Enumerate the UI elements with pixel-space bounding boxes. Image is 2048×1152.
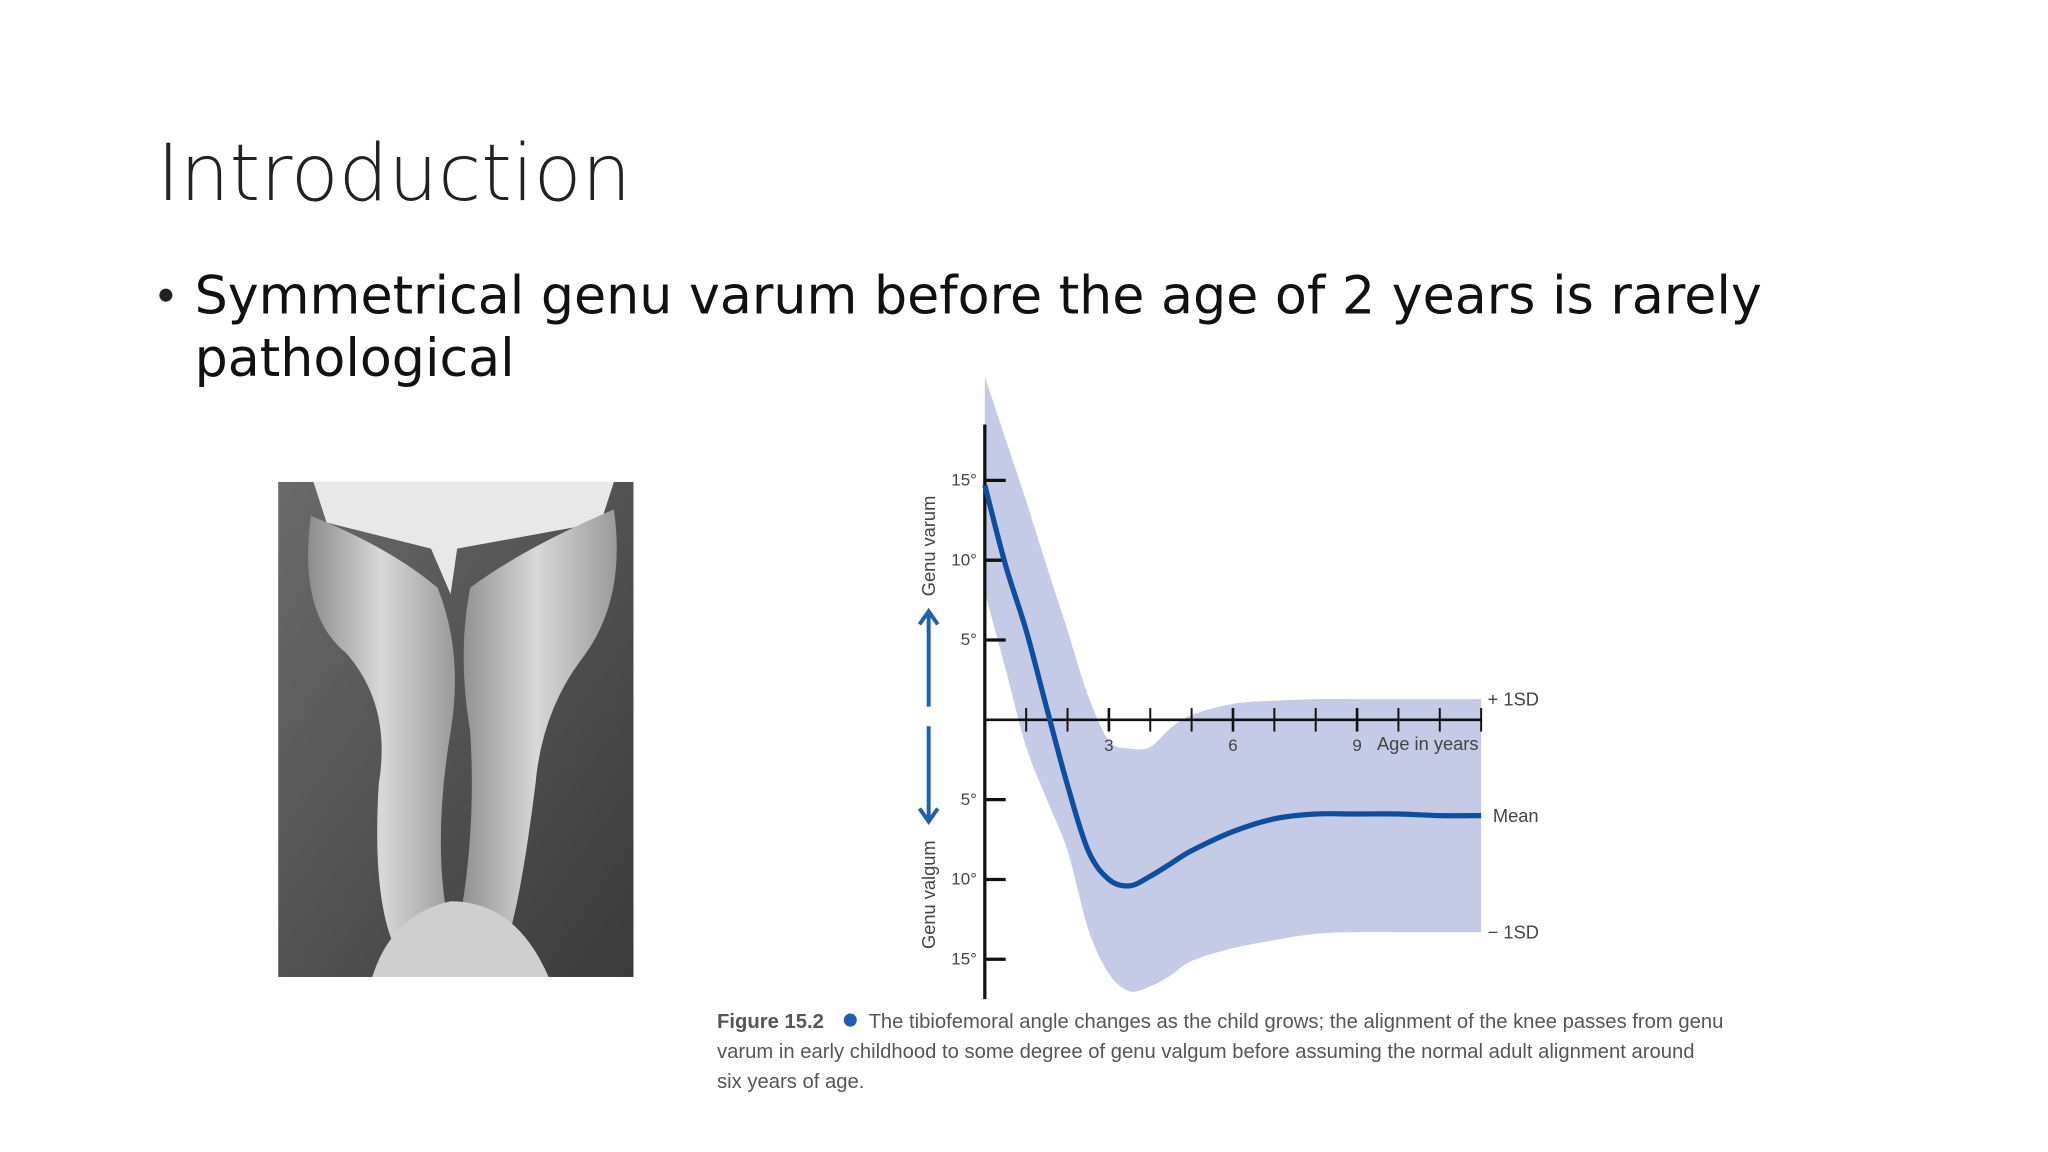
caption-line: The tibiofemoral angle changes as the ch… [869, 1011, 1724, 1033]
y-tick-label: 5° [961, 790, 977, 809]
caption-line: Figure 15.2 [717, 1011, 824, 1033]
bullet-dot [159, 288, 173, 302]
mean-line [982, 484, 1482, 889]
x-axis-label: Age in years [1377, 733, 1479, 754]
x-tick-label: 3 [1104, 736, 1113, 755]
caption-line: varum in early childhood to some degree … [717, 1041, 1694, 1063]
caption-label: Figure 15.2 [717, 1011, 824, 1033]
arrow-up [917, 607, 940, 707]
y-axis-label: Genu varum [918, 496, 939, 597]
y-tick-label: 15° [951, 949, 977, 968]
y-tick-label: 15° [951, 471, 977, 490]
sd-band [984, 376, 1482, 992]
bullet-line: Symmetrical genu varum before the age of… [195, 266, 1762, 326]
series-label: − 1SD [1488, 922, 1539, 943]
caption-line: six years of age. [717, 1071, 864, 1093]
caption-dot [843, 1013, 857, 1027]
slide-title: Introduction [157, 128, 632, 219]
y-tick-label: 5° [961, 630, 977, 649]
x-tick-label: 9 [1352, 736, 1361, 755]
series-label: + 1SD [1488, 689, 1539, 710]
y-tick-label: 10° [951, 550, 977, 569]
x-tick-label: 6 [1228, 736, 1237, 755]
chart: 15° 10° 5° 5° 10° 15° 3 6 9 Age in years Genu varu… [917, 376, 1539, 1000]
y-axis-label: Genu valgum [918, 840, 939, 949]
bullet-line: pathological [195, 329, 515, 389]
arrow-down [917, 726, 940, 825]
series-label: Mean [1493, 805, 1539, 826]
y-tick-label: 10° [951, 870, 977, 889]
photo [278, 481, 634, 977]
